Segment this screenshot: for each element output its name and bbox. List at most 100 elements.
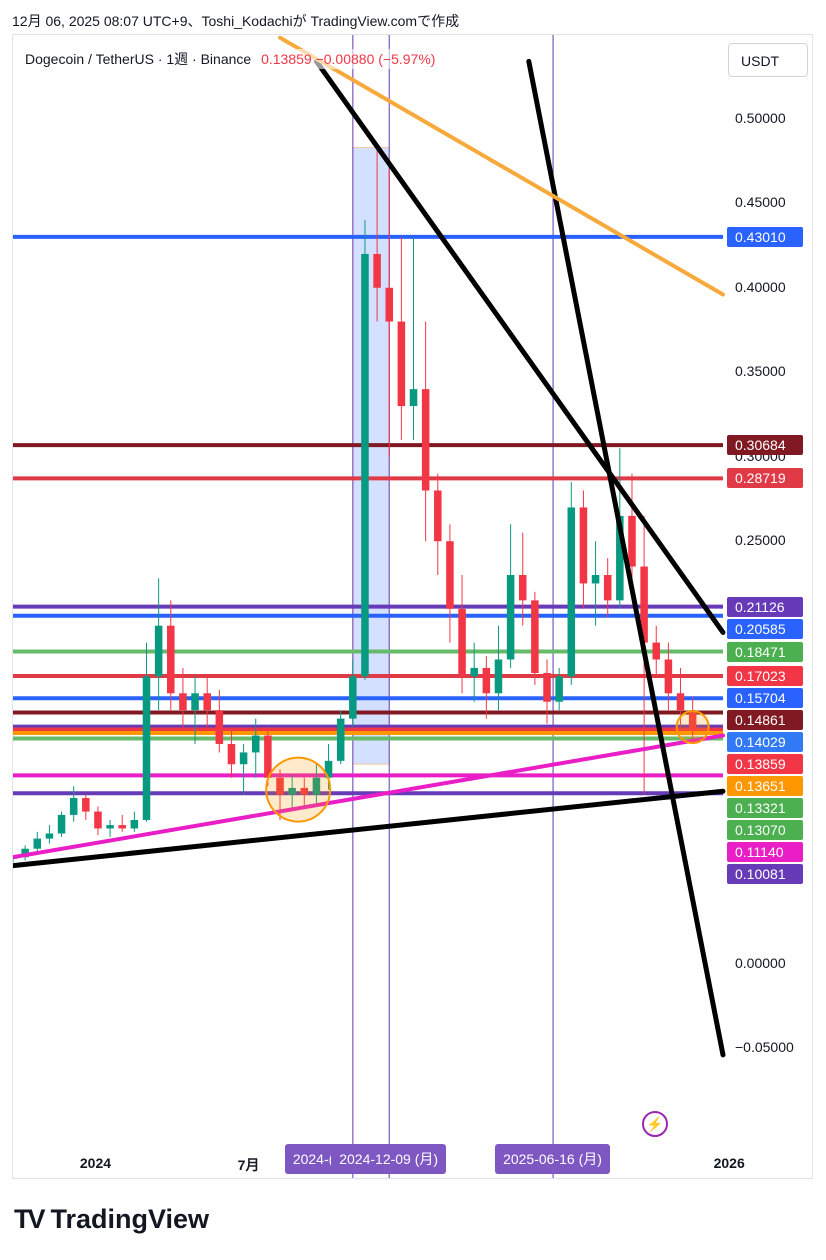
candle-body bbox=[458, 608, 466, 677]
candle-body bbox=[82, 798, 90, 812]
candle-body bbox=[45, 833, 54, 839]
tradingview-logo: TV TradingView bbox=[14, 1204, 209, 1235]
price-tag: 0.11140 bbox=[727, 842, 803, 863]
chart-frame[interactable]: Dogecoin / TetherUS · 1週 · Binance 0.138… bbox=[12, 34, 813, 1179]
candle-body bbox=[336, 718, 345, 761]
price-tag: 0.43010 bbox=[727, 226, 803, 247]
candle-body bbox=[154, 625, 163, 677]
price-tick-label: 0.25000 bbox=[735, 532, 786, 549]
candle-body bbox=[33, 838, 42, 849]
candle-body bbox=[361, 253, 369, 677]
candle-body bbox=[688, 710, 697, 729]
candle-body bbox=[312, 777, 321, 795]
candle-body bbox=[640, 566, 648, 643]
candle-body bbox=[167, 625, 175, 694]
price-tag: 0.30684 bbox=[727, 435, 803, 456]
currency-unit-button[interactable]: USDT bbox=[728, 43, 808, 77]
trend-line bbox=[278, 35, 725, 297]
candle-body bbox=[251, 735, 260, 753]
lightning-icon[interactable]: ⚡ bbox=[642, 1111, 668, 1137]
price-tag: 0.10081 bbox=[727, 864, 803, 885]
candle-body bbox=[676, 693, 685, 711]
price-tag: 0.18471 bbox=[727, 641, 803, 662]
price-tag: 0.17023 bbox=[727, 665, 803, 686]
price-tag: 0.13070 bbox=[727, 820, 803, 841]
price-tick-label: −0.05000 bbox=[735, 1039, 794, 1056]
time-tick-label: 2024 bbox=[79, 1155, 112, 1171]
price-tick-label: 0.35000 bbox=[735, 363, 786, 380]
candle-body bbox=[567, 507, 576, 677]
price-tick-label: 0.00000 bbox=[735, 954, 786, 971]
candle-body bbox=[118, 825, 126, 829]
date-marker-tag: 2025-06-16 (月) bbox=[495, 1144, 610, 1174]
candle-body bbox=[215, 710, 224, 744]
chart-canvas[interactable] bbox=[13, 35, 813, 1179]
price-tick-label: 0.50000 bbox=[735, 109, 786, 126]
candle-body bbox=[579, 507, 588, 584]
price-tag: 0.13859 bbox=[727, 754, 803, 775]
candle-body bbox=[57, 814, 66, 834]
price-tick-label: 0.45000 bbox=[735, 194, 786, 211]
trend-line bbox=[313, 58, 726, 635]
candle-body bbox=[506, 575, 515, 660]
candle-body bbox=[591, 575, 600, 584]
candle-body bbox=[264, 735, 272, 778]
trend-line bbox=[13, 788, 726, 869]
candle-body bbox=[434, 490, 442, 542]
tradingview-mark-icon: TV bbox=[14, 1204, 45, 1234]
candle-body bbox=[227, 743, 236, 765]
date-marker-tag: 2024-12-09 (月) bbox=[331, 1144, 447, 1174]
price-tag: 0.13321 bbox=[727, 798, 803, 819]
trend-line bbox=[13, 733, 725, 860]
price-tag: 0.28719 bbox=[727, 468, 803, 489]
candle-body bbox=[373, 253, 381, 288]
highlight-circle bbox=[265, 756, 332, 823]
price-tag: 0.21126 bbox=[727, 596, 803, 617]
candle-body bbox=[397, 321, 406, 407]
highlight-circle bbox=[675, 710, 710, 745]
candle-body bbox=[603, 575, 612, 601]
trend-line bbox=[526, 58, 726, 1058]
candle-body bbox=[21, 848, 29, 858]
candle-body bbox=[69, 798, 78, 815]
candle-body bbox=[555, 676, 563, 702]
candle-body bbox=[191, 693, 199, 711]
candle-body bbox=[385, 287, 394, 322]
candle-body bbox=[276, 777, 284, 795]
candle-body bbox=[142, 676, 151, 820]
price-tag: 0.14861 bbox=[727, 710, 803, 731]
candle-body bbox=[179, 693, 187, 711]
candle-body bbox=[106, 825, 114, 829]
symbol-name: Dogecoin / TetherUS · 1週 · Binance bbox=[25, 51, 252, 67]
candle-body bbox=[494, 659, 503, 694]
candle-body bbox=[94, 811, 102, 829]
time-tick-label: 7月 bbox=[237, 1157, 260, 1173]
candle-body bbox=[470, 667, 478, 677]
candle-body bbox=[130, 820, 139, 829]
candle-body bbox=[543, 673, 551, 702]
chart-caption: 12月 06, 2025 08:07 UTC+9、Toshi_Kodachiが … bbox=[12, 13, 460, 29]
candle-body bbox=[482, 667, 491, 694]
candle-body bbox=[409, 389, 418, 407]
candle-body bbox=[664, 659, 673, 694]
candle-body bbox=[349, 676, 357, 719]
candle-body bbox=[203, 693, 211, 711]
symbol-legend: Dogecoin / TetherUS · 1週 · Binance 0.138… bbox=[25, 49, 436, 69]
candle-body bbox=[446, 541, 454, 609]
time-tick-label: 2026 bbox=[713, 1155, 745, 1171]
candle-body bbox=[616, 515, 624, 601]
price-tag: 0.13651 bbox=[727, 776, 803, 797]
candle-body bbox=[239, 752, 248, 765]
price-change: 0.13859 −0.00880 (−5.97%) bbox=[261, 51, 436, 67]
price-tag: 0.20585 bbox=[727, 618, 803, 639]
candle-body bbox=[300, 787, 309, 795]
candle-body bbox=[324, 760, 333, 778]
price-tag: 0.14029 bbox=[727, 732, 803, 753]
candle-body bbox=[652, 642, 661, 660]
price-tag: 0.15704 bbox=[727, 688, 803, 709]
logo-text: TradingView bbox=[50, 1204, 210, 1234]
candle-body bbox=[531, 600, 539, 673]
price-tick-label: 0.40000 bbox=[735, 278, 786, 295]
candle-body bbox=[288, 787, 296, 795]
candle-body bbox=[421, 389, 430, 491]
